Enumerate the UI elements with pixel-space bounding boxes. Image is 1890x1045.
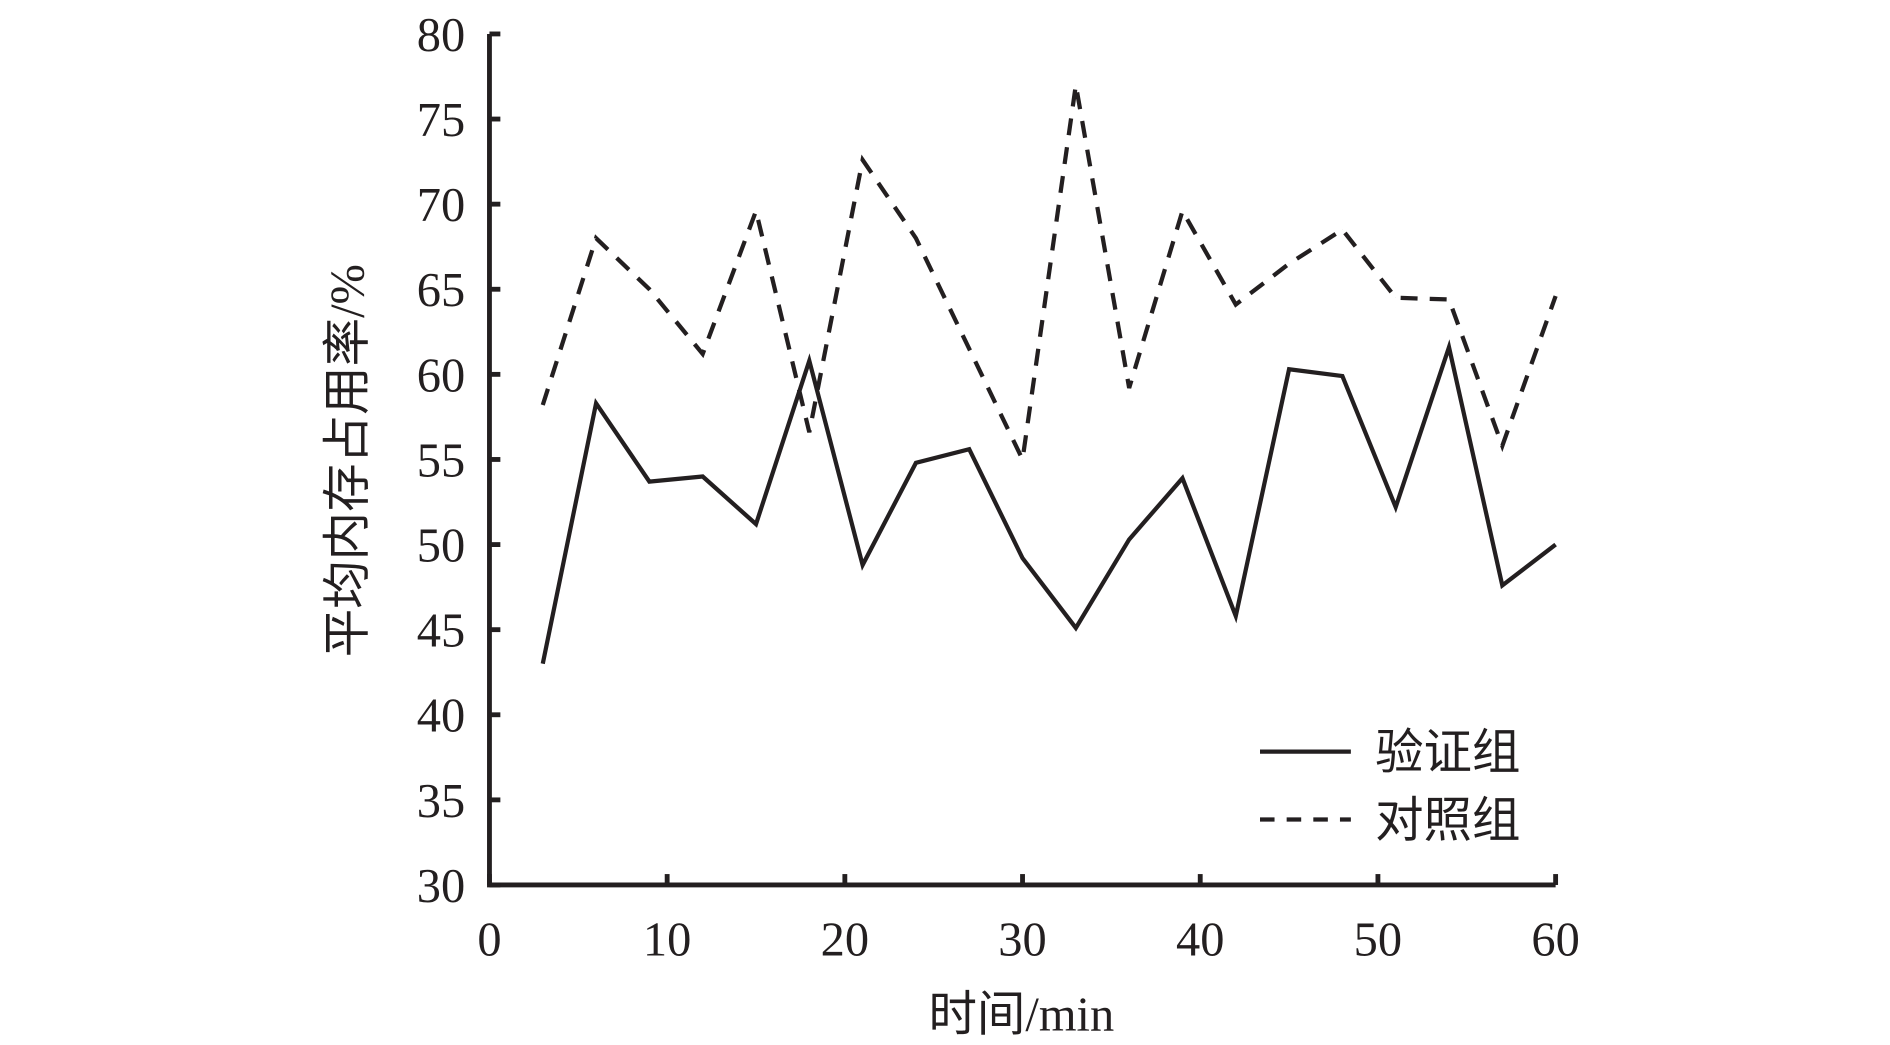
legend-label: 对照组 bbox=[1375, 794, 1520, 847]
x-tick-label: 40 bbox=[1176, 913, 1224, 966]
x-axis-label: 时间/min bbox=[928, 988, 1114, 1041]
axes: 30 35 40 45 50 55 60 65 70 75 80 0 10 20 30 40 50 60 bbox=[417, 9, 1580, 966]
series-group bbox=[540, 84, 1558, 665]
y-tick-label: 35 bbox=[417, 775, 465, 828]
y-tick-label: 60 bbox=[417, 349, 465, 402]
y-tick-label: 55 bbox=[417, 434, 465, 487]
series-line-validation bbox=[540, 339, 1557, 665]
series-line-control bbox=[540, 84, 1558, 467]
y-tick-label: 80 bbox=[417, 9, 465, 62]
x-tick-label: 50 bbox=[1354, 913, 1402, 966]
y-tick-label: 50 bbox=[417, 520, 465, 573]
x-tick-label: 30 bbox=[998, 913, 1046, 966]
x-tick-label: 60 bbox=[1531, 913, 1579, 966]
y-tick-label: 65 bbox=[417, 264, 465, 317]
y-tick-label: 45 bbox=[417, 605, 465, 658]
y-tick-label: 40 bbox=[417, 690, 465, 743]
x-tick-label: 20 bbox=[821, 913, 869, 966]
y-tick-label: 75 bbox=[417, 94, 465, 147]
y-tick-label: 30 bbox=[417, 860, 465, 913]
x-tick-label: 0 bbox=[477, 913, 501, 966]
y-axis-label: 平均内存占用率/% bbox=[321, 264, 374, 657]
legend-label: 验证组 bbox=[1375, 727, 1520, 780]
y-tick-label: 70 bbox=[417, 179, 465, 232]
x-tick-label: 10 bbox=[643, 913, 691, 966]
